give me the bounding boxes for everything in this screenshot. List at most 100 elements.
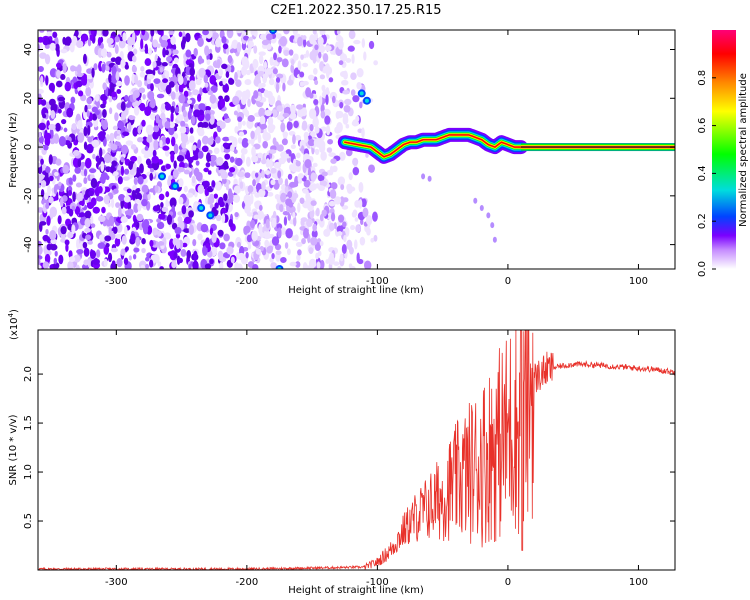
heatmap-cell	[353, 39, 361, 45]
heatmap-cell	[168, 121, 176, 129]
heatmap-cell	[67, 190, 73, 197]
heatmap-cell	[158, 213, 166, 220]
heatmap-cell	[149, 97, 156, 109]
heatmap-cell	[64, 39, 68, 46]
heatmap-cell	[173, 251, 178, 259]
heatmap-cell	[74, 30, 79, 37]
heatmap-cell	[280, 227, 287, 236]
heatmap-cell	[38, 240, 42, 247]
heatmap-cell	[368, 40, 375, 50]
heatmap-cell	[86, 74, 93, 80]
heatmap-cell	[310, 131, 316, 138]
heatmap-cell	[138, 87, 146, 94]
heatmap-cell	[151, 155, 160, 164]
heatmap-cell	[258, 107, 266, 118]
heatmap-cell	[115, 71, 120, 82]
heatmap-cell	[260, 82, 266, 88]
heatmap-cell	[283, 49, 290, 56]
heatmap-cell	[353, 239, 358, 250]
x-tick-label: -200	[236, 276, 259, 287]
heatmap-cell	[280, 122, 286, 133]
heatmap-cell	[245, 156, 251, 167]
heatmap-cell	[47, 185, 51, 196]
spectrogram-frame	[37, 29, 676, 270]
heatmap-cell	[320, 44, 324, 53]
heatmap-cell	[72, 149, 80, 157]
heatmap-cell	[140, 38, 144, 50]
heatmap-cell	[337, 231, 343, 236]
heatmap-cell	[38, 65, 44, 73]
heatmap-cell	[191, 175, 196, 184]
ridge-band	[344, 134, 522, 158]
heatmap-cell	[149, 259, 154, 268]
heatmap-cell	[144, 58, 152, 67]
heatmap-cell	[213, 193, 219, 199]
heatmap-cell	[243, 225, 251, 234]
heatmap-cell	[373, 234, 378, 242]
heatmap-cell	[53, 133, 60, 144]
heatmap-cell	[364, 98, 369, 103]
heatmap-cell	[308, 258, 317, 269]
heatmap-cell	[91, 113, 98, 121]
heatmap-cell	[302, 38, 307, 48]
heatmap-cell	[188, 210, 194, 218]
heatmap-cell	[205, 243, 210, 249]
heatmap-cell	[170, 36, 176, 45]
heatmap-cell	[38, 135, 44, 144]
heatmap-cell	[309, 92, 314, 99]
heatmap-cell	[313, 67, 318, 75]
heatmap-cell	[337, 39, 344, 50]
heatmap-cell	[117, 176, 123, 185]
heatmap-cell	[324, 115, 331, 125]
heatmap-cell	[181, 141, 187, 149]
heatmap-cell	[221, 177, 227, 185]
heatmap-cell	[351, 211, 357, 218]
heatmap-cell	[208, 48, 213, 54]
heatmap-cell	[74, 166, 82, 174]
heatmap-cell	[134, 74, 138, 85]
heatmap-cell	[132, 90, 137, 101]
heatmap-cell	[139, 102, 146, 112]
heatmap-cell	[90, 30, 95, 36]
heatmap-cell	[195, 160, 200, 166]
spectrogram-x-label: Height of straight line (km)	[288, 285, 424, 296]
heatmap-cell	[165, 137, 171, 145]
heatmap-cell	[259, 33, 267, 41]
heatmap-cell	[100, 93, 108, 102]
heatmap-cell	[253, 90, 259, 99]
heatmap-cell	[160, 202, 164, 208]
heatmap-cell	[320, 151, 327, 161]
heatmap-cell	[62, 164, 70, 175]
heatmap-cell	[167, 177, 172, 187]
heatmap-cell	[237, 119, 242, 130]
heatmap-cell	[340, 184, 345, 190]
heatmap-cell	[182, 36, 187, 46]
heatmap-cell	[156, 221, 165, 230]
heatmap-cell	[67, 260, 74, 269]
heatmap-cell	[156, 218, 161, 223]
heatmap-cell	[132, 162, 137, 173]
heatmap-cell	[107, 147, 112, 153]
heatmap-cell	[331, 95, 336, 104]
heatmap-cell	[285, 228, 293, 239]
heatmap-cell	[183, 216, 192, 224]
heatmap-cell	[53, 257, 58, 265]
heatmap-cell	[295, 261, 301, 268]
heatmap-cell	[76, 72, 84, 78]
heatmap-cell	[206, 152, 211, 163]
heatmap-cell	[300, 145, 305, 154]
heatmap-cell	[214, 181, 222, 191]
heatmap-cell	[174, 106, 180, 113]
heatmap-cell	[351, 54, 355, 64]
heatmap-cell	[141, 184, 149, 193]
heatmap-cell	[170, 136, 176, 147]
y-tick-label: 20	[23, 92, 34, 105]
heatmap-cell	[63, 127, 68, 133]
heatmap-cell	[288, 49, 294, 56]
heatmap-cell	[81, 74, 88, 86]
heatmap-cell	[53, 184, 58, 195]
heatmap-cell	[108, 73, 112, 84]
heatmap-cell	[339, 101, 344, 109]
heatmap-cell	[115, 56, 122, 65]
y-tick-label: 40	[23, 43, 34, 56]
